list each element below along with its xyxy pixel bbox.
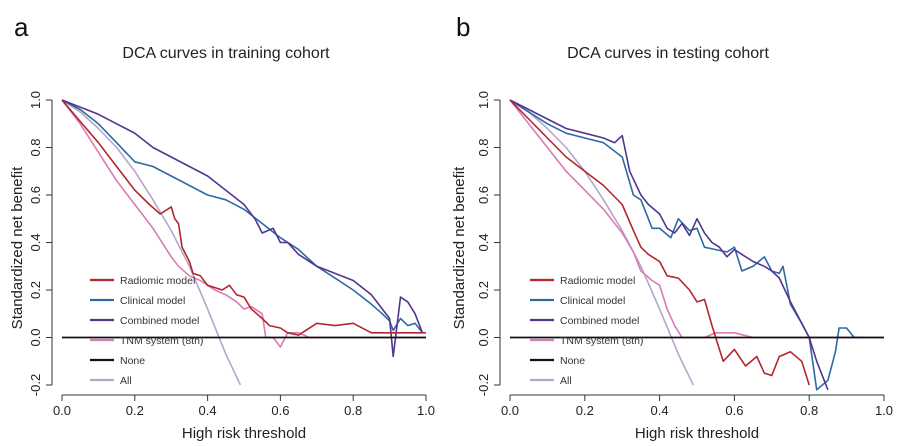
legend-entry: None: [560, 355, 585, 367]
x-tick-label: 0.4: [651, 403, 669, 418]
y-tick-label: 0.8: [476, 138, 491, 156]
series-line-combined-model: [509, 99, 829, 391]
y-tick-label: 0.8: [28, 138, 43, 156]
x-tick-label: 0.8: [344, 403, 362, 418]
x-axis-label: High risk threshold: [182, 425, 306, 442]
panel-letter: b: [456, 12, 470, 42]
series-line-radiomic-model: [61, 99, 426, 336]
legend-entry: Radiomic model: [560, 275, 635, 287]
x-tick-label: 0.2: [576, 403, 594, 418]
x-tick-label: 0.2: [126, 403, 144, 418]
x-tick-label: 0.4: [199, 403, 217, 418]
chart-title: DCA curves in testing cohort: [567, 45, 769, 62]
y-tick-label: 0.0: [28, 328, 43, 346]
x-tick-label: 0.6: [271, 403, 289, 418]
y-tick-label: 0.2: [28, 281, 43, 299]
y-axis-label: Standardized net benefit: [9, 166, 26, 329]
plot-area: [61, 99, 426, 386]
y-tick-label: 0.4: [476, 233, 491, 251]
axis-ticks: 1.0 0.8 0.6 0.4 0.2 0.0 -0.2 0.0 0.2 0.4 0.6 0.8 1.0: [28, 91, 435, 418]
legend-entry: Radiomic model: [120, 275, 195, 287]
plot-area: [509, 99, 884, 391]
legend-entry: All: [560, 375, 572, 387]
legend-entry: Combined model: [560, 315, 639, 327]
legend: Radiomic model Clinical model Combined mod…: [530, 275, 643, 387]
legend-entry: None: [120, 355, 145, 367]
legend-entry: Combined model: [120, 315, 199, 327]
x-tick-label: 0.8: [800, 403, 818, 418]
panel-training: a DCA curves in training cohort Standard…: [9, 12, 435, 442]
axis-ticks: 1.0 0.8 0.6 0.4 0.2 0.0 -0.2 0.0 0.2 0.4 0.6 0.8 1.0: [476, 91, 893, 418]
y-tick-label: 1.0: [28, 91, 43, 109]
x-axis-label: High risk threshold: [635, 425, 759, 442]
y-tick-label: 1.0: [476, 91, 491, 109]
x-tick-label: 0.0: [53, 403, 71, 418]
series-line-clinical-model: [509, 99, 862, 391]
series-line-all: [509, 99, 695, 386]
legend-entry: TNM system (8th): [560, 335, 643, 347]
legend-entry: TNM system (8th): [120, 335, 203, 347]
y-tick-label: 0.6: [28, 186, 43, 204]
x-tick-label: 1.0: [875, 403, 893, 418]
y-axis-label: Standardized net benefit: [451, 166, 468, 329]
chart-title: DCA curves in training cohort: [122, 45, 330, 62]
legend-entry: All: [120, 375, 132, 387]
panel-testing: b DCA curves in testing cohort Standardi…: [451, 12, 893, 442]
x-tick-label: 0.6: [725, 403, 743, 418]
y-tick-label: -0.2: [476, 374, 491, 396]
series-line-radiomic-model: [509, 99, 810, 386]
series-line-clinical-model: [61, 99, 424, 334]
x-tick-label: 1.0: [417, 403, 435, 418]
legend-entry: Clinical model: [120, 295, 185, 307]
legend-entry: Clinical model: [560, 295, 625, 307]
y-tick-label: -0.2: [28, 374, 43, 396]
y-tick-label: 0.6: [476, 186, 491, 204]
series-line-tnm-system-8th: [61, 99, 426, 348]
x-tick-label: 0.0: [501, 403, 519, 418]
series-line-combined-model: [61, 99, 424, 358]
legend: Radiomic model Clinical model Combined mod…: [90, 275, 203, 387]
y-tick-label: 0.2: [476, 281, 491, 299]
y-tick-label: 0.0: [476, 328, 491, 346]
y-tick-label: 0.4: [28, 233, 43, 251]
panel-letter: a: [14, 12, 29, 42]
series-line-all: [61, 99, 242, 386]
